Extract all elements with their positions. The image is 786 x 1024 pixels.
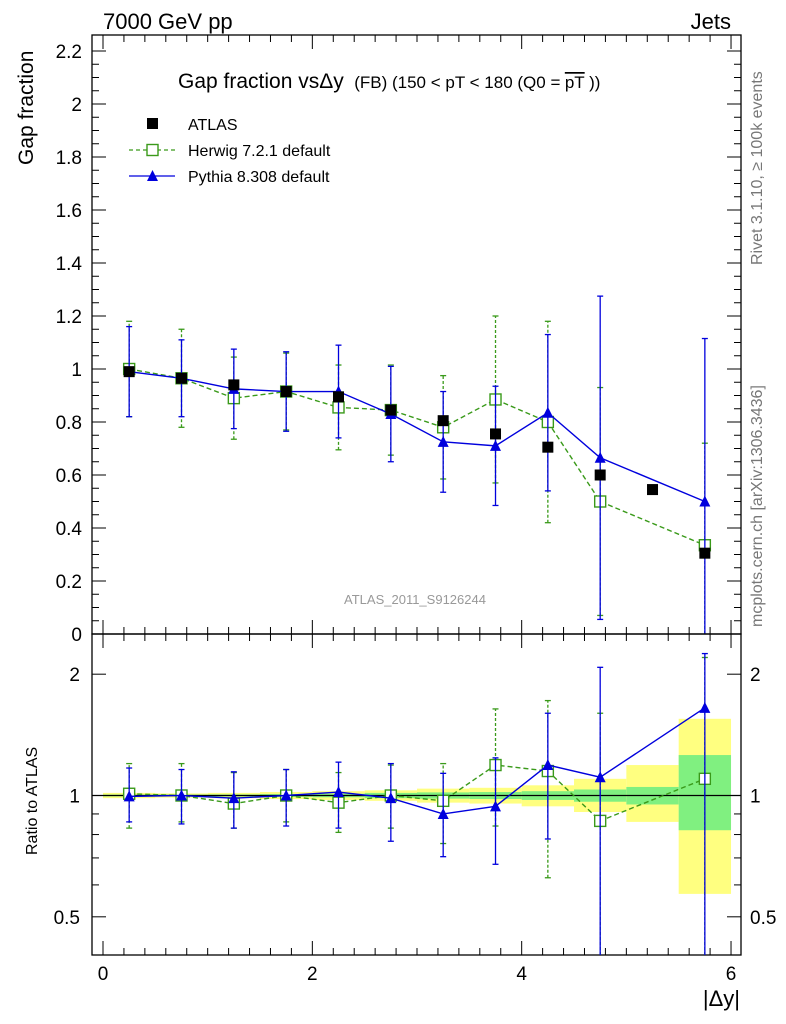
- legend-atlas-marker: [147, 118, 158, 129]
- ratio-panel: 0 2 4 6 0.5 0.5 1 1 2 2: [54, 633, 776, 985]
- pythia-point: [542, 406, 554, 418]
- ratio-pythia-point: [542, 759, 554, 771]
- main-ytick-label: 1.8: [56, 148, 82, 169]
- x-axis-label: |Δy|: [703, 986, 740, 1011]
- ratio-ytick-label-right: 0.5: [750, 908, 776, 929]
- ratio-pythia-point: [333, 786, 345, 798]
- atlas-point: [594, 469, 606, 481]
- analysis-watermark: ATLAS_2011_S9126244: [344, 592, 486, 607]
- ratio-ytick-label: 1: [69, 787, 80, 808]
- ratio-xtick-label: 6: [726, 964, 737, 985]
- ratio-pythia-point: [490, 800, 502, 812]
- ratio-frame: [91, 633, 742, 956]
- ratio-pythia-point: [176, 789, 188, 801]
- atlas-point: [542, 441, 554, 453]
- ratio-xtick-label: 0: [98, 964, 109, 985]
- ratio-pythia-point: [699, 701, 711, 713]
- pythia-point: [594, 451, 606, 463]
- main-ytick-label: 1.2: [56, 307, 82, 328]
- main-ytick-label: 2.2: [56, 42, 82, 63]
- ratio-ytick-label-right: 2: [750, 665, 761, 686]
- ratio-pythia-point: [594, 771, 606, 783]
- legend-atlas-label: ATLAS: [188, 117, 238, 134]
- ratio-pythia-point: [280, 789, 292, 801]
- title-sub-over: pT: [565, 73, 585, 92]
- mcplots-label: mcplots.cern.ch [arXiv:1306.3436]: [749, 385, 766, 627]
- atlas-point: [385, 404, 397, 416]
- main-ytick-label: 0.6: [56, 466, 82, 487]
- legend: ATLAS Herwig 7.2.1 default Pythia 8.308 …: [129, 117, 331, 186]
- main-ytick-label: 1.6: [56, 201, 82, 222]
- ratio-pythia-point: [123, 790, 135, 802]
- main-ytick-label: 1.4: [56, 254, 83, 275]
- atlas-point: [280, 386, 292, 398]
- legend-pythia-marker: [147, 170, 158, 181]
- atlas-point: [176, 372, 188, 384]
- pythia-point: [490, 439, 502, 451]
- ratio-pythia-point: [437, 807, 449, 819]
- legend-herwig-marker: [146, 143, 159, 157]
- ratio-herwig-line: [129, 764, 706, 822]
- atlas-point: [437, 415, 449, 427]
- ratio-ytick-label-right: 1: [750, 787, 761, 808]
- atlas-point: [333, 391, 345, 403]
- main-ytick-label: 0.8: [56, 413, 82, 434]
- atlas-point: [228, 379, 240, 391]
- main-ytick-label: 0.4: [56, 519, 83, 540]
- energy-label: 7000 GeV pp: [103, 9, 233, 34]
- ratio-pythia-point: [385, 792, 397, 804]
- ratio-ytick-label: 2: [69, 665, 80, 686]
- rivet-label: Rivet 3.1.10, ≥ 100k events: [749, 71, 766, 265]
- ratio-pythia-point: [228, 792, 240, 804]
- main-ytick-label: 1: [71, 360, 82, 381]
- atlas-point: [699, 547, 711, 559]
- ratio-ytick-label: 0.5: [54, 908, 80, 929]
- main-ytick-label: 0.2: [56, 572, 82, 593]
- ratio-ylabel: Ratio to ATLAS: [24, 747, 41, 855]
- herwig-line: [129, 368, 706, 546]
- pythia-point: [699, 495, 711, 507]
- pythia-point: [437, 435, 449, 447]
- atlas-point: [490, 428, 502, 440]
- ratio-xtick-label: 2: [307, 964, 318, 985]
- title-sub: (FB) (150 < pT < 180 (Q0 =: [354, 73, 560, 92]
- ratio-xtick-label: 4: [516, 964, 527, 985]
- main-ytick-label: 0: [71, 625, 82, 646]
- title-main: Gap fraction vsΔy: [178, 70, 344, 93]
- atlas-point: [647, 484, 659, 496]
- legend-pythia-label: Pythia 8.308 default: [188, 169, 330, 186]
- jets-label: Jets: [691, 9, 731, 34]
- main-ylabel: Gap fraction: [15, 51, 38, 165]
- legend-herwig-label: Herwig 7.2.1 default: [188, 143, 331, 160]
- chart-title: Gap fraction vsΔy (FB) (150 < pT < 180 (…: [178, 70, 600, 93]
- atlas-point: [123, 366, 135, 378]
- main-ytick-label: 2: [71, 95, 82, 116]
- main-panel: 0 0.2 0.4 0.6 0.8 1 1.2 1.4 1.6 1.8 2 2.2: [56, 34, 742, 646]
- title-sub-end: )): [589, 73, 600, 92]
